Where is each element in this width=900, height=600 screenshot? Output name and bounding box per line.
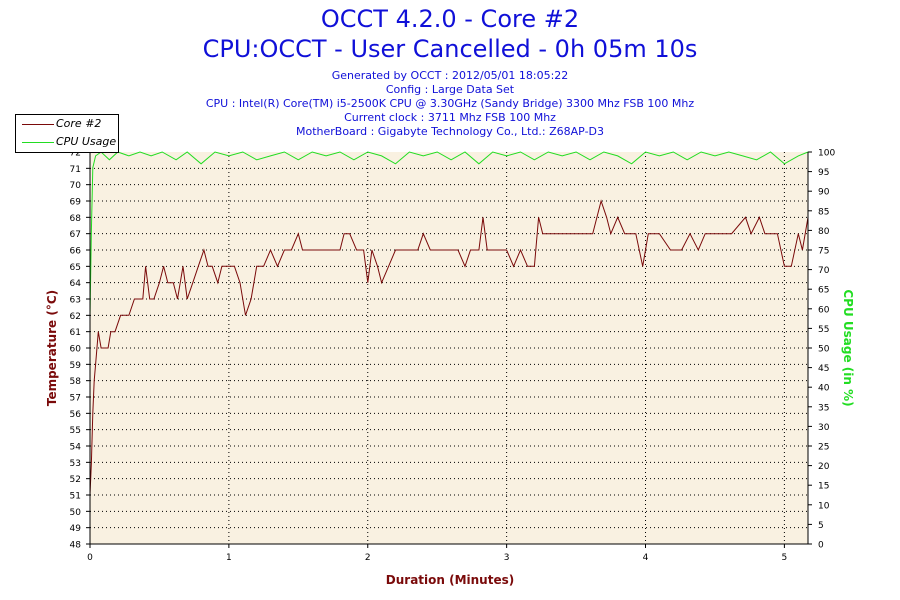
y-tick-label: 67 — [70, 230, 81, 240]
series-line-cpu-usage — [89, 151, 809, 317]
legend: Core #2 CPU Usage — [15, 114, 119, 153]
y2-tick-label: 100 — [818, 149, 835, 159]
y-tick-label: 57 — [70, 394, 81, 404]
y2-tick-label: 90 — [818, 188, 830, 198]
y2-tick-label: 35 — [818, 403, 829, 413]
y2-tick-label: 25 — [818, 443, 829, 453]
info-generated: Generated by OCCT : 2012/05/01 18:05:22 — [331, 69, 569, 82]
y-tick-label: 51 — [70, 492, 81, 502]
chart-title: OCCT 4.2.0 - Core #2 — [320, 5, 580, 33]
y-tick-label: 61 — [70, 328, 81, 338]
y2-tick-label: 15 — [818, 482, 829, 492]
y2-tick-label: 95 — [818, 168, 829, 178]
legend-swatch-cpu-usage — [22, 142, 54, 143]
legend-item-cpu-usage: CPU Usage — [16, 134, 118, 150]
y-tick-label: 58 — [70, 377, 82, 387]
legend-label-cpu-usage: CPU Usage — [56, 135, 117, 148]
legend-swatch-core — [22, 124, 54, 125]
y-tick-label: 52 — [70, 475, 81, 485]
y2-tick-label: 50 — [818, 345, 830, 355]
y2-axis-title: CPU Usage (in %) — [841, 289, 855, 407]
y-tick-label: 64 — [70, 279, 82, 289]
y-tick-label: 59 — [70, 361, 82, 371]
y2-tick-label: 60 — [818, 305, 830, 315]
y2-tick-label: 75 — [818, 247, 829, 257]
y-tick-label: 69 — [70, 198, 82, 208]
y-tick-label: 55 — [70, 426, 81, 436]
x-tick-label: 1 — [226, 553, 232, 563]
x-tick-label: 4 — [643, 553, 649, 563]
y2-tick-label: 55 — [818, 325, 829, 335]
y-tick-label: 56 — [70, 410, 82, 420]
y-tick-label: 71 — [70, 165, 81, 175]
y2-tick-label: 40 — [818, 384, 830, 394]
y-tick-label: 68 — [70, 214, 82, 224]
y2-tick-label: 30 — [818, 423, 830, 433]
x-axis-title: Duration (Minutes) — [385, 573, 515, 587]
y2-tick-label: 5 — [818, 521, 824, 531]
info-config: Config : Large Data Set — [385, 83, 515, 96]
y2-tick-label: 80 — [818, 227, 830, 237]
y-tick-label: 50 — [70, 508, 82, 518]
y-tick-label: 60 — [70, 345, 82, 355]
y-tick-label: 70 — [70, 181, 82, 191]
x-tick-label: 2 — [365, 553, 371, 563]
y-tick-label: 62 — [70, 312, 81, 322]
y2-tick-label: 70 — [818, 266, 830, 276]
y-tick-label: 53 — [70, 459, 81, 469]
y-tick-label: 54 — [70, 443, 82, 453]
series-lines — [89, 151, 809, 496]
y2-tick-label: 0 — [818, 541, 824, 551]
x-tick-label: 5 — [782, 553, 788, 563]
x-tick-label: 3 — [504, 553, 510, 563]
legend-item-core: Core #2 — [16, 116, 118, 132]
series-line-core — [89, 199, 809, 496]
tick-labels: 4849505152535455565758596061626364656667… — [70, 149, 836, 564]
info-clock: Current clock : 3711 Mhz FSB 100 Mhz — [344, 111, 556, 124]
y-tick-label: 65 — [70, 263, 81, 273]
y2-tick-label: 65 — [818, 286, 829, 296]
info-motherboard: MotherBoard : Gigabyte Technology Co., L… — [295, 125, 605, 138]
y2-tick-label: 10 — [818, 501, 830, 511]
y2-tick-label: 45 — [818, 364, 829, 374]
y2-tick-label: 20 — [818, 462, 830, 472]
gridlines — [90, 152, 808, 544]
chart-subtitle: CPU:OCCT - User Cancelled - 0h 05m 10s — [202, 35, 698, 63]
x-tick-label: 0 — [87, 553, 93, 563]
y-tick-label: 66 — [70, 247, 82, 257]
y2-tick-label: 85 — [818, 207, 829, 217]
y-tick-label: 72 — [70, 149, 81, 159]
plot-area — [90, 152, 808, 544]
legend-label-core: Core #2 — [56, 117, 102, 130]
y-axis-title: Temperature (°C) — [45, 289, 59, 407]
tick-marks — [86, 151, 812, 548]
y-tick-label: 48 — [70, 541, 82, 551]
y-tick-label: 63 — [70, 296, 81, 306]
info-cpu: CPU : Intel(R) Core(TM) i5-2500K CPU @ 3… — [205, 97, 695, 110]
y-tick-label: 49 — [70, 524, 82, 534]
